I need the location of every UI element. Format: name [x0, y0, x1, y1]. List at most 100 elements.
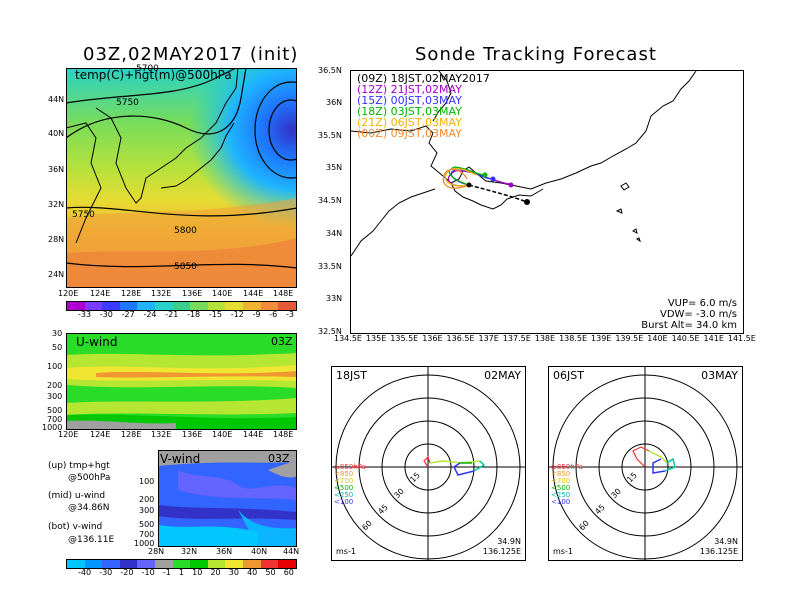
p-tick: 1000: [134, 539, 155, 548]
level-entry: <500: [551, 484, 571, 492]
track-legend: (09Z) 18JST,02MAY2017 (12Z) 21JST,02MAY …: [357, 73, 490, 139]
colorbar-tick: -18: [187, 310, 201, 319]
hodograph-left: 18JST 02MAY 15 30 45 60 ≥850hPa <850 <70…: [331, 366, 526, 561]
p-tick: 50: [52, 343, 63, 352]
level-entry: <500: [334, 484, 354, 492]
lat-tick: 35.5N: [318, 131, 342, 140]
level-entry: <850: [334, 470, 354, 478]
colorbar-tick: -20: [120, 568, 134, 577]
colorbar-tick: -27: [121, 310, 135, 319]
track-legend-entry: (18Z) 03JST,03MAY: [357, 105, 462, 118]
track-map-plot: [350, 70, 697, 257]
lat-tick: 34.5N: [318, 196, 342, 205]
lon-tick: 132E: [151, 289, 172, 298]
uwind-time: 03Z: [271, 335, 293, 348]
hodograph-left-plot: [332, 367, 525, 560]
lon-tick: 140E: [647, 334, 668, 343]
colorbar-tick: -21: [165, 310, 179, 319]
lat-tick: 40N: [251, 547, 268, 556]
colorbar-tick: 10: [192, 568, 203, 577]
lat-tick: 33N: [326, 294, 343, 303]
uwind-frame: [66, 333, 297, 430]
lat-tick: 44N: [48, 95, 65, 104]
lat-tick: 36N: [48, 165, 65, 174]
lon-tick: 136E: [182, 289, 203, 298]
map-500hpa-frame: [66, 68, 297, 288]
lon-tick: 144E: [243, 289, 264, 298]
lat-tick: 44N: [283, 547, 300, 556]
lat-tick: 32N: [181, 547, 198, 556]
burst-alt-readout: Burst Alt= 34.0 km: [641, 320, 737, 331]
colorbar-tick: 20: [210, 568, 221, 577]
wind-colorbar: [66, 559, 297, 569]
lon-tick: 141E: [703, 334, 724, 343]
colorbar-tick: 1: [178, 568, 185, 577]
colorbar-tick: -15: [208, 310, 222, 319]
lat-tick: 24N: [48, 270, 65, 279]
level-legend: ≥850hPa <850 <700 <500 <250 <100: [334, 464, 366, 506]
lon-tick: 132E: [151, 430, 172, 439]
colorbar-tick: -30: [99, 310, 113, 319]
lon-tick: 136E: [182, 430, 203, 439]
legend-line: @500hPa: [68, 473, 111, 483]
p-tick: 300: [139, 506, 155, 515]
colorbar-tick: -9: [252, 310, 261, 319]
colorbar-tick: -40: [78, 568, 92, 577]
lat-tick: 34N: [326, 229, 343, 238]
p-tick: 300: [47, 392, 63, 401]
colorbar-tick: 40: [247, 568, 258, 577]
colorbar-tick: -3: [285, 310, 294, 319]
p-tick: 30: [52, 329, 63, 338]
track-legend-entry: (12Z) 21JST,02MAY: [357, 83, 462, 96]
init-title: 03Z,02MAY2017 (init): [83, 44, 299, 65]
hodograph-right: 06JST 03MAY 15 30 45 60 ≥850hPa <850 <70…: [548, 366, 743, 561]
p-tick: 1000: [42, 423, 63, 432]
lat-tick: 35N: [326, 163, 343, 172]
contour-label: 5850: [174, 262, 197, 272]
contour-label: 5750: [116, 98, 139, 108]
lon-tick: 136.5E: [446, 334, 475, 343]
legend-line: @136.11E: [68, 535, 115, 545]
level-entry: <100: [334, 498, 354, 506]
uwind-field: [66, 333, 297, 430]
lon-tick: 135E: [365, 334, 387, 343]
colorbar-tick: -12: [230, 310, 244, 319]
vup-readout: VUP= 6.0 m/s: [667, 298, 737, 309]
track-lon-ticks: 134.5E 135E 135.5E 136E 136.5E 137E 137.…: [334, 334, 756, 343]
lon-tick: 140E: [212, 430, 233, 439]
lon-tick: 120E: [58, 289, 79, 298]
vwind-label: V-wind: [160, 452, 201, 466]
lat-tick: 36N: [326, 98, 343, 107]
lon-tick: 137E: [478, 334, 499, 343]
lat-tick: 33.5N: [318, 262, 342, 271]
colorbar-tick: -10: [141, 568, 155, 577]
vwind-panel: V-wind 03Z: [158, 450, 297, 547]
colorbar-tick: -24: [143, 310, 157, 319]
colorbar-tick: 60: [283, 568, 294, 577]
lon-tick: 138E: [534, 334, 556, 343]
lon-tick: 148E: [273, 430, 294, 439]
lat-tick: 36N: [216, 547, 233, 556]
lon-tick: 135.5E: [390, 334, 419, 343]
track-legend-entry: (00Z) 09JST,03MAY: [357, 127, 462, 140]
level-entry: <250: [551, 491, 571, 499]
p-tick: 500: [47, 406, 63, 415]
colorbar-tick: -33: [78, 310, 92, 319]
lon-tick: 139E: [591, 334, 612, 343]
hodo-left-date: 02MAY: [484, 369, 521, 382]
hodograph-right-plot: [549, 367, 742, 560]
lon-tick: 136E: [422, 334, 443, 343]
contour-label: 5800: [174, 226, 197, 236]
temp-colorbar: [66, 301, 297, 311]
level-entry: <700: [551, 477, 571, 485]
uwind-panel: U-wind 03Z: [66, 333, 297, 430]
lon-tick: 134.5E: [334, 334, 362, 343]
hodo-lat: 34.9N: [497, 537, 521, 546]
level-entry: <100: [551, 498, 571, 506]
p-tick: 100: [139, 477, 155, 486]
map-500hpa: temp(C)+hgt(m)@500hPa 5700 5750 5750 580…: [65, 64, 328, 288]
lon-tick: 120E: [58, 430, 79, 439]
lat-tick: 32N: [48, 200, 65, 209]
lat-tick: 28N: [148, 547, 165, 556]
colorbar-tick: -30: [99, 568, 113, 577]
